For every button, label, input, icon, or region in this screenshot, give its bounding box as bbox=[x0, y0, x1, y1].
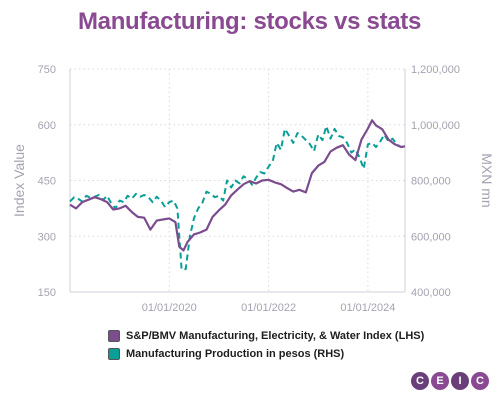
y-left-tick-label-0: 750 bbox=[38, 64, 56, 76]
y-right-tick-label-4: 400,000 bbox=[411, 287, 451, 299]
y-right-tick-label-2: 800,000 bbox=[411, 176, 451, 188]
y-right-axis-title: MXN mn bbox=[479, 153, 495, 207]
y-right-tick-label-3: 600,000 bbox=[411, 231, 451, 243]
legend-swatch-lhs bbox=[108, 330, 120, 342]
series-line-lhs bbox=[69, 119, 406, 252]
ceic-logo: C E I C bbox=[411, 372, 489, 390]
y-left-tick-label-3: 300 bbox=[38, 231, 56, 243]
legend-label-rhs: Manufacturing Production in pesos (RHS) bbox=[126, 348, 345, 360]
legend-swatch-rhs bbox=[108, 348, 120, 360]
x-tick-label-0: 01/01/2020 bbox=[142, 302, 197, 314]
logo-letter-c2: C bbox=[471, 372, 489, 390]
x-tick-label-1: 01/01/2022 bbox=[241, 302, 296, 314]
y-left-tick-label-4: 150 bbox=[38, 287, 56, 299]
logo-letter-c1: C bbox=[411, 372, 429, 390]
legend-label-lhs: S&P/BMV Manufacturing, Electricity, & Wa… bbox=[126, 330, 425, 342]
chart-title: Manufacturing: stocks vs stats bbox=[77, 8, 422, 35]
logo-letter-i: I bbox=[451, 372, 469, 390]
legend-item-rhs[interactable]: Manufacturing Production in pesos (RHS) bbox=[108, 345, 424, 363]
y-right-tick-label-1: 1,000,000 bbox=[411, 120, 460, 132]
logo-letter-e: E bbox=[431, 372, 449, 390]
y-left-tick-label-2: 450 bbox=[38, 176, 56, 188]
y-left-tick-label-1: 600 bbox=[38, 120, 56, 132]
y-right-tick-label-0: 1,200,000 bbox=[411, 64, 460, 76]
legend-item-lhs[interactable]: S&P/BMV Manufacturing, Electricity, & Wa… bbox=[108, 327, 424, 345]
legend: S&P/BMV Manufacturing, Electricity, & Wa… bbox=[108, 327, 424, 363]
x-tick-label-2: 01/01/2024 bbox=[340, 302, 395, 314]
series-line-rhs bbox=[69, 125, 402, 271]
y-left-axis-title: Index Value bbox=[11, 144, 27, 217]
